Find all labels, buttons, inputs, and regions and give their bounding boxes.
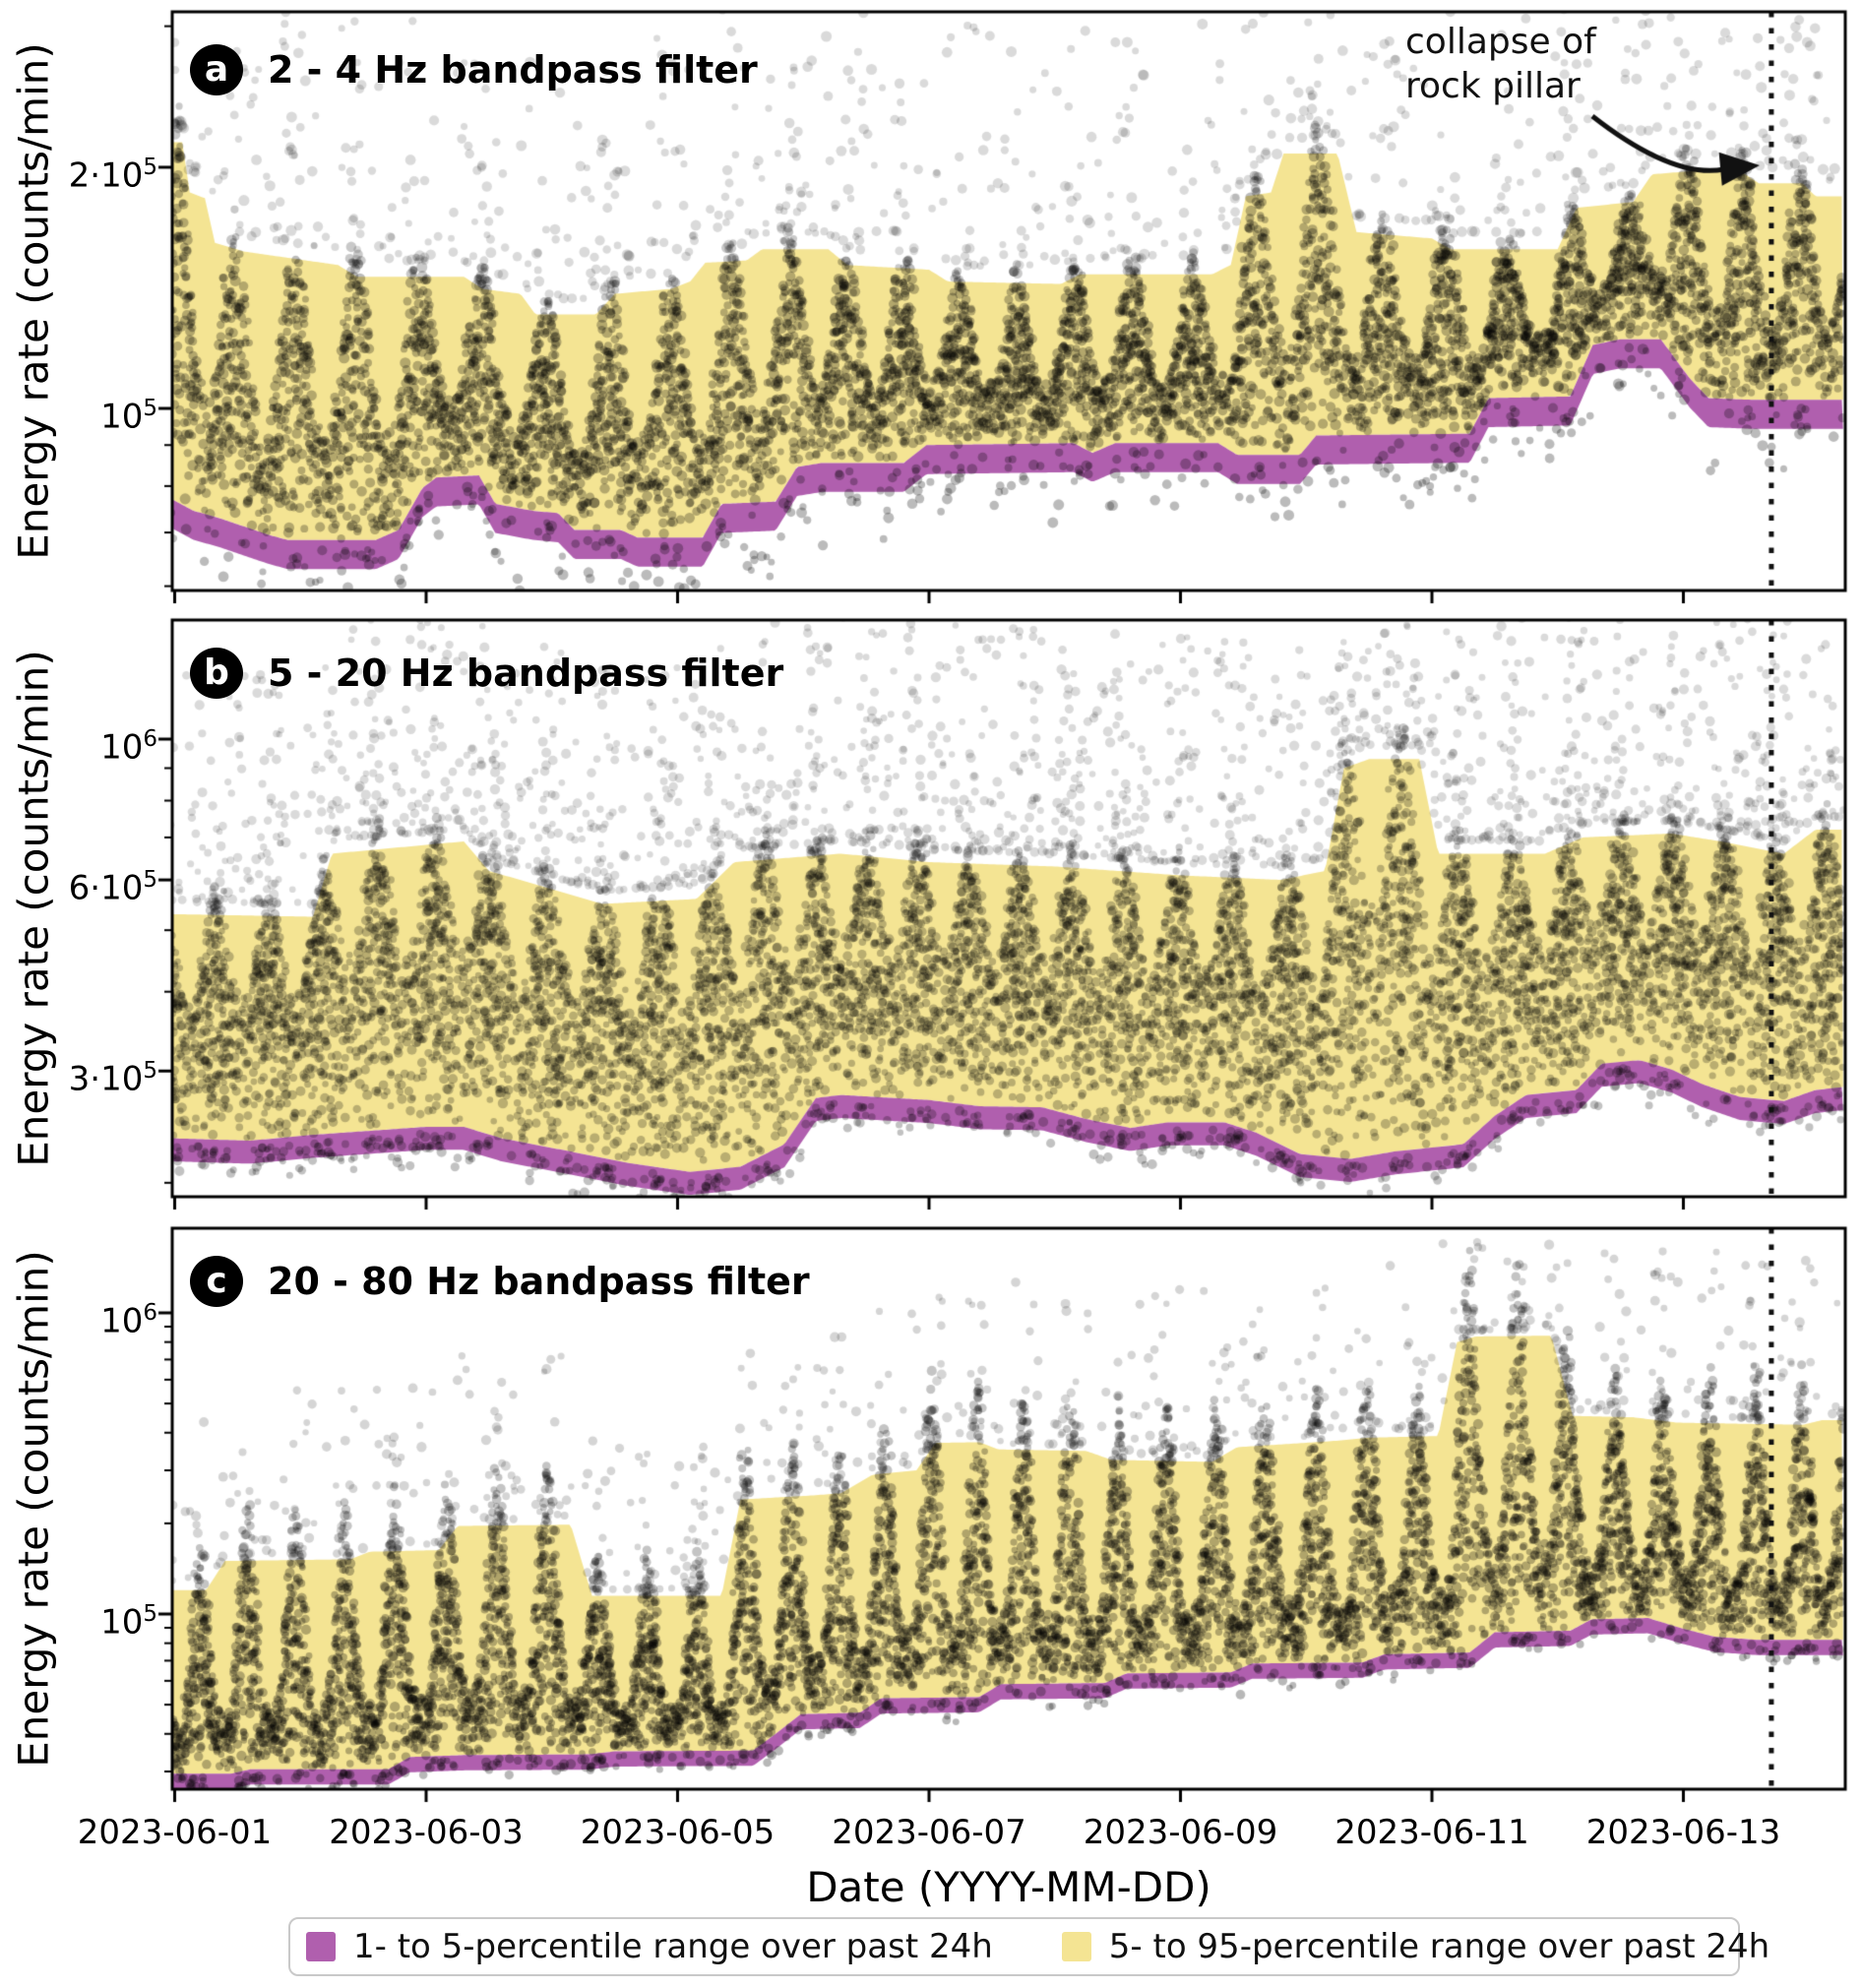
y-tick-label: 3·105 [68,1058,157,1099]
panel-c-badge: c [190,1256,243,1307]
panel-c-title: 20 - 80 Hz bandpass filter [268,1260,810,1303]
y-tick-label: 106 [100,726,157,768]
x-tick-label: 2023-06-01 [77,1813,273,1852]
x-tick-label: 2023-06-05 [580,1813,776,1852]
collapse-annotation-line1: collapse of [1405,22,1596,62]
x-tick-label: 2023-06-13 [1585,1813,1781,1852]
legend: 1- to 5-percentile range over past 24h 5… [288,1917,1769,1976]
y-tick-label: 2·105 [68,154,157,196]
y-tick-label: 106 [100,1300,157,1341]
x-axis-title: Date (YYYY-MM-DD) [806,1863,1211,1911]
purple-swatch-icon [306,1932,336,1961]
legend-label-yellow: 5- to 95-percentile range over past 24h [1108,1927,1770,1966]
panel-b-badge: b [190,648,243,699]
legend-item-yellow: 5- to 95-percentile range over past 24h [1061,1927,1770,1966]
panel-a-badge: a [190,44,243,95]
y-tick-label: 105 [100,396,157,437]
x-tick-label: 2023-06-11 [1334,1813,1529,1852]
collapse-annotation: collapse of rock pillar [1405,20,1596,108]
x-tick-label: 2023-06-03 [329,1813,524,1852]
panel-a-title: 2 - 4 Hz bandpass filter [268,48,758,92]
legend-label-purple: 1- to 5-percentile range over past 24h [353,1927,993,1966]
y-axis-label-panel-a: Energy rate (counts/min) [9,42,58,560]
panel-b-title: 5 - 20 Hz bandpass filter [268,652,784,695]
collapse-annotation-line2: rock pillar [1405,66,1581,106]
legend-item-purple: 1- to 5-percentile range over past 24h [306,1927,993,1966]
x-tick-label: 2023-06-09 [1083,1813,1278,1852]
y-tick-label: 105 [100,1601,157,1643]
x-tick-label: 2023-06-07 [832,1813,1026,1852]
yellow-swatch-icon [1061,1932,1091,1961]
y-tick-label: 6·105 [68,867,157,908]
